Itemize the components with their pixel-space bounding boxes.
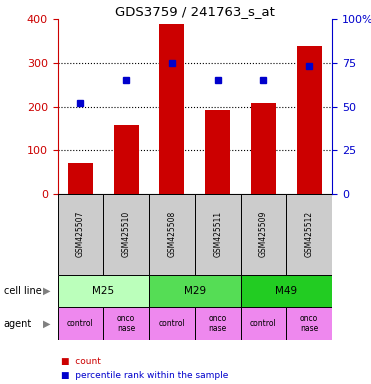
Bar [58, 307, 103, 340]
Bar [149, 307, 195, 340]
Text: M49: M49 [275, 286, 297, 296]
Bar [286, 194, 332, 275]
Bar [114, 125, 139, 194]
Text: M29: M29 [184, 286, 206, 296]
Text: control: control [250, 319, 277, 328]
Title: GDS3759 / 241763_s_at: GDS3759 / 241763_s_at [115, 5, 275, 18]
Text: onco
nase: onco nase [300, 314, 318, 333]
Bar [103, 307, 149, 340]
Text: GSM425509: GSM425509 [259, 211, 268, 257]
Text: GSM425510: GSM425510 [122, 211, 131, 257]
Text: ■  count: ■ count [61, 357, 101, 366]
Bar [296, 46, 322, 194]
Bar [240, 194, 286, 275]
Bar [240, 307, 286, 340]
Text: M25: M25 [92, 286, 114, 296]
Bar [251, 103, 276, 194]
Bar [149, 275, 240, 307]
Bar [103, 194, 149, 275]
Text: GSM425508: GSM425508 [167, 211, 176, 257]
Bar [240, 275, 332, 307]
Text: control: control [158, 319, 185, 328]
Bar [149, 194, 195, 275]
Text: ▶: ▶ [43, 286, 50, 296]
Bar [58, 275, 149, 307]
Bar [195, 194, 240, 275]
Text: ■  percentile rank within the sample: ■ percentile rank within the sample [61, 371, 229, 379]
Text: GSM425511: GSM425511 [213, 211, 222, 257]
Bar [58, 194, 103, 275]
Text: cell line: cell line [4, 286, 42, 296]
Bar [195, 307, 240, 340]
Bar [205, 110, 230, 194]
Text: GSM425507: GSM425507 [76, 211, 85, 257]
Bar [68, 163, 93, 194]
Text: GSM425512: GSM425512 [305, 211, 313, 257]
Bar [159, 23, 184, 194]
Text: onco
nase: onco nase [117, 314, 135, 333]
Bar [286, 307, 332, 340]
Text: control: control [67, 319, 94, 328]
Text: onco
nase: onco nase [209, 314, 227, 333]
Text: agent: agent [4, 318, 32, 329]
Text: ▶: ▶ [43, 318, 50, 329]
